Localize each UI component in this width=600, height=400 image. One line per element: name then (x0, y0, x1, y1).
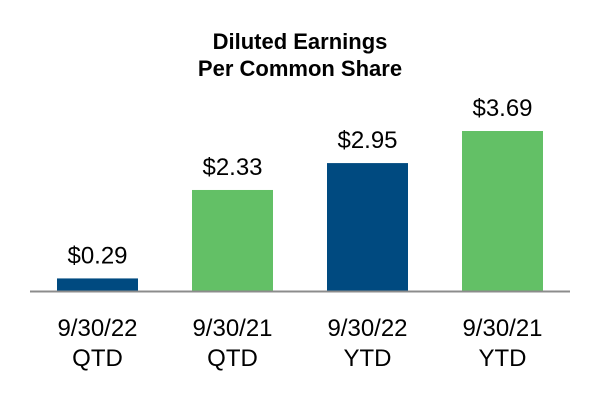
data-label-2: $2.33 (202, 154, 262, 181)
bar-2 (192, 189, 273, 291)
bar-4 (462, 131, 543, 291)
data-label-1: $0.29 (67, 242, 127, 269)
x-tick-label-3-line-1: 9/30/22 (327, 315, 407, 342)
data-label-3: $2.95 (337, 127, 397, 154)
bar-3 (327, 163, 408, 291)
bar-1 (57, 278, 138, 291)
x-tick-label-1-line-2: QTD (72, 345, 123, 372)
x-tick-label-3-line-2: YTD (344, 345, 392, 372)
data-label-4: $3.69 (472, 95, 532, 122)
x-tick-label-4-line-2: YTD (479, 345, 527, 372)
x-tick-label-2-line-1: 9/30/21 (192, 315, 272, 342)
chart-title-line-1: Diluted Earnings (212, 29, 388, 54)
x-tick-label-1-line-1: 9/30/22 (57, 315, 137, 342)
chart-title-line-2: Per Common Share (197, 56, 403, 81)
x-tick-label-2-line-2: QTD (207, 345, 258, 372)
x-tick-label-4-line-1: 9/30/21 (462, 315, 542, 342)
chart-title: Diluted Earnings Per Common Share (0, 28, 600, 82)
